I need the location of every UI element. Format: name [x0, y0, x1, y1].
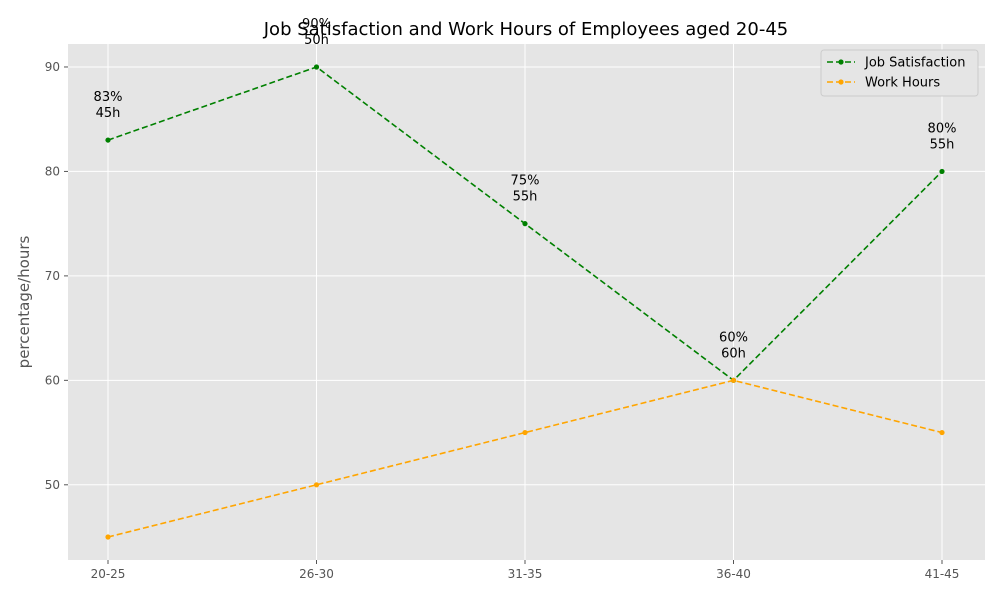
annotation-hours: 55h	[930, 137, 955, 152]
annotation-satisfaction: 83%	[94, 90, 123, 105]
x-tick-label: 41-45	[925, 567, 960, 581]
legend: Job Satisfaction Work Hours	[820, 49, 979, 97]
legend-box	[820, 49, 979, 97]
annotation-satisfaction: 90%	[302, 17, 331, 32]
y-tick-label: 50	[45, 478, 60, 492]
annotation-satisfaction: 60%	[719, 330, 748, 345]
data-point	[939, 168, 945, 175]
data-point	[522, 221, 528, 227]
annotation-hours: 45h	[96, 106, 121, 121]
legend-label: Job Satisfaction	[864, 56, 965, 71]
x-tick-label: 31-35	[508, 567, 543, 581]
y-axis-label: percentage/hours	[15, 236, 33, 369]
annotation-satisfaction: 75%	[511, 174, 540, 189]
legend-swatch-marker	[838, 59, 844, 65]
y-tick-label: 60	[45, 373, 60, 387]
annotation-hours: 50h	[304, 33, 329, 48]
annotation-hours: 55h	[513, 190, 538, 205]
data-point	[313, 64, 320, 70]
x-tick-label: 26-30	[299, 567, 334, 581]
legend-swatch-marker	[838, 79, 844, 85]
data-point	[105, 534, 111, 540]
y-tick-label: 80	[45, 164, 60, 178]
series-layer	[105, 64, 945, 540]
plot-background	[68, 44, 985, 560]
data-point	[105, 137, 111, 143]
x-tick-label: 36-40	[716, 567, 751, 581]
data-point	[939, 429, 945, 436]
data-point	[730, 377, 737, 383]
y-tick-label: 90	[45, 60, 60, 74]
series-line	[107, 379, 943, 538]
annotation-hours: 60h	[721, 346, 746, 361]
x-axis-ticks: 20-25 26-30 31-35 36-40 41-45	[91, 560, 960, 581]
x-tick-label: 20-25	[91, 567, 126, 581]
legend-label: Work Hours	[865, 76, 940, 91]
annotation-satisfaction: 80%	[928, 121, 957, 136]
y-axis-ticks: 50 60 70 80 90	[45, 60, 68, 492]
chart-title: Job Satisfaction and Work Hours of Emplo…	[263, 19, 788, 40]
data-point	[522, 429, 528, 436]
y-tick-label: 70	[45, 269, 60, 283]
data-point	[313, 482, 320, 488]
